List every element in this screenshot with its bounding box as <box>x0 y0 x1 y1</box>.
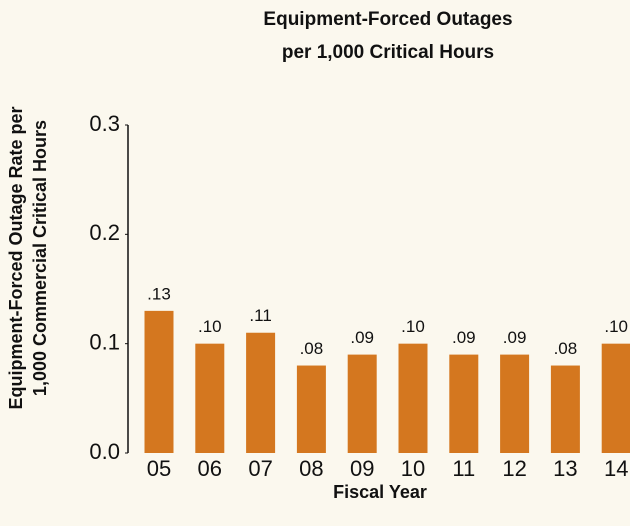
bar <box>144 310 174 453</box>
x-tick-label: 12 <box>502 456 526 481</box>
value-label: .09 <box>350 328 374 347</box>
x-tick-label: 14 <box>604 456 628 481</box>
value-label: .09 <box>452 328 476 347</box>
bar <box>398 343 428 453</box>
x-tick-label: 11 <box>452 456 475 481</box>
value-label: .10 <box>198 317 222 336</box>
chart-title: Equipment-Forced Outages <box>263 9 512 30</box>
x-tick-label: 13 <box>553 456 577 481</box>
x-axis-title: Fiscal Year <box>333 482 427 502</box>
bar <box>296 365 326 453</box>
bar <box>449 354 479 453</box>
y-tick-label: 0.3 <box>89 111 120 136</box>
value-label: .08 <box>300 339 324 358</box>
y-tick-label: 0.1 <box>89 329 120 354</box>
value-label: .10 <box>604 317 628 336</box>
x-tick-label: 08 <box>299 456 323 481</box>
value-label: .13 <box>147 284 171 303</box>
bar <box>347 354 377 453</box>
y-tick-label: 0.2 <box>89 220 120 245</box>
bar <box>246 332 276 453</box>
x-tick-label: 10 <box>401 456 425 481</box>
x-tick-label: 05 <box>147 456 171 481</box>
y-tick-label: 0.0 <box>89 439 120 464</box>
x-tick-label: 06 <box>198 456 222 481</box>
bar <box>195 343 225 453</box>
value-label: .09 <box>503 328 527 347</box>
value-label: .08 <box>554 339 578 358</box>
y-axis-title: Equipment-Forced Outage Rate per <box>6 106 26 409</box>
bar <box>500 354 530 453</box>
value-label: .10 <box>401 317 425 336</box>
bar <box>601 343 630 453</box>
bar <box>550 365 580 453</box>
x-tick-label: 09 <box>350 456 374 481</box>
y-axis-title: 1,000 Commercial Critical Hours <box>30 120 50 396</box>
x-tick-label: 07 <box>248 456 272 481</box>
chart-title: per 1,000 Critical Hours <box>282 42 494 63</box>
value-label: .11 <box>249 306 271 325</box>
